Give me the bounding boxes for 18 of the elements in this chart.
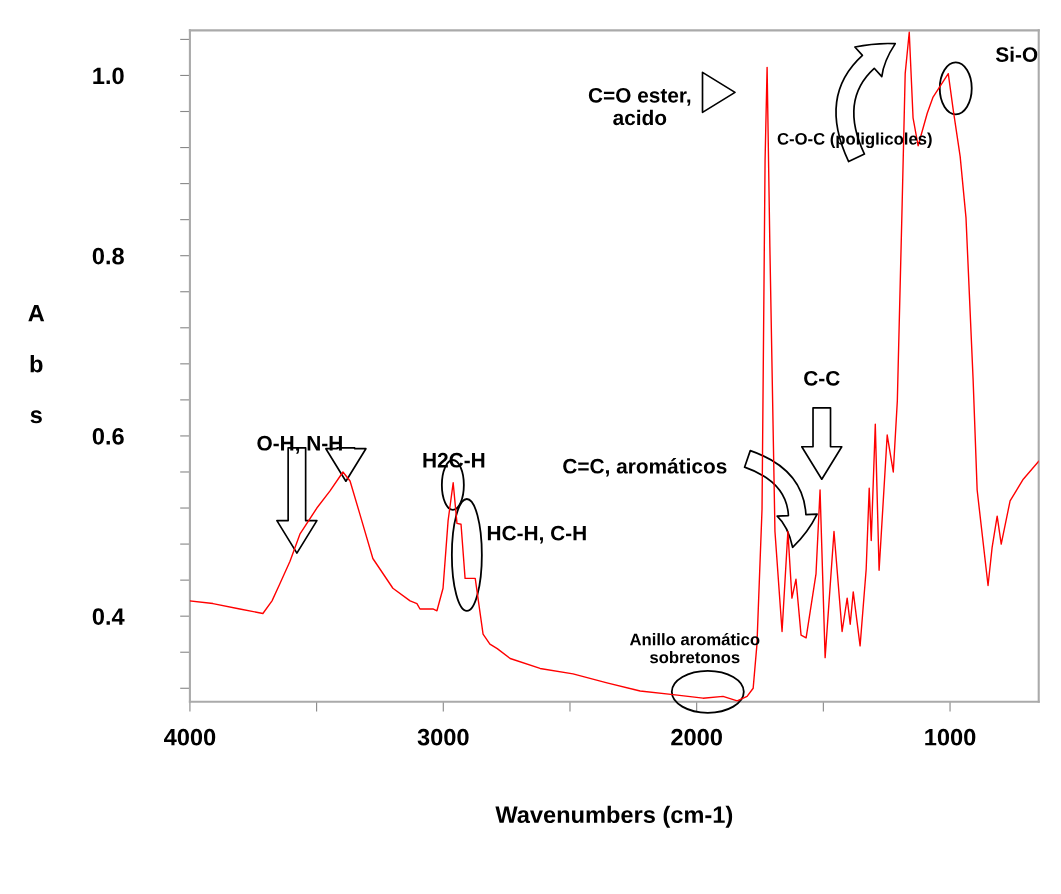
- annotation: C=O ester, acido: [588, 87, 691, 126]
- annotation: Si-O: [995, 46, 1038, 62]
- y-tick-label: 0.8: [92, 247, 124, 265]
- annotation: C-C: [804, 370, 840, 386]
- annotation: C=C, aromáticos: [563, 458, 727, 477]
- annotation: O-H, N-H: [257, 435, 342, 454]
- annotation: HC-H, C-H: [487, 525, 586, 544]
- x-tick-label: 2000: [671, 728, 722, 746]
- x-tick-label: 4000: [164, 728, 216, 746]
- text: Abs: [28, 305, 45, 424]
- annotation: H2C-H: [423, 452, 485, 468]
- x-tick-label: 1000: [925, 728, 976, 746]
- y-tick-label: 0.6: [92, 428, 124, 445]
- y-tick-label: 1.0: [93, 67, 124, 85]
- x-tick-label: 3000: [417, 728, 469, 746]
- line-series: [189, 31, 1039, 702]
- y-tick-label: 0.4: [92, 608, 125, 625]
- x-axis-title: Wavenumbers (cm-1): [495, 805, 733, 828]
